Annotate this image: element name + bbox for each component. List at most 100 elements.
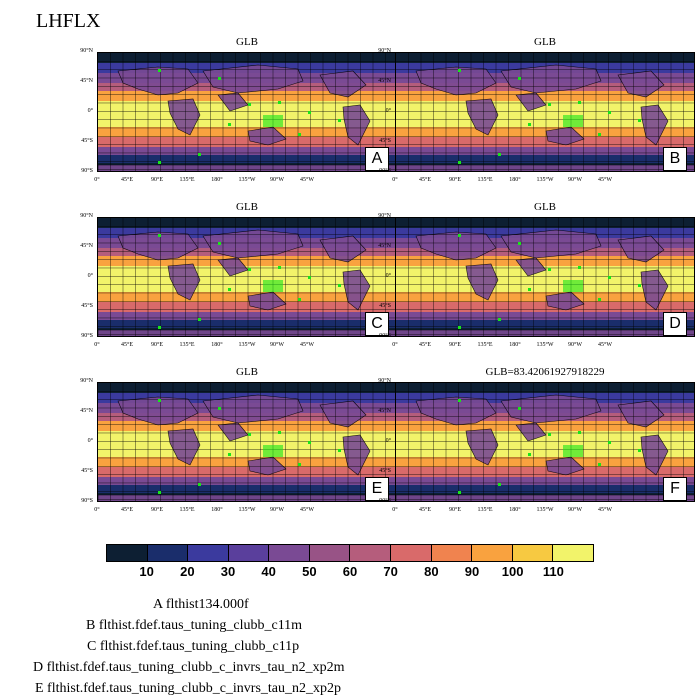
lat-tick-label: 90°N (378, 213, 391, 219)
lon-tick-label: 135°E (179, 342, 195, 348)
colorbar-tick-label: 30 (220, 564, 236, 579)
colorbar-swatch (107, 545, 148, 561)
lat-tick-label: 0° (385, 438, 391, 444)
map-panel-f: GLB=83.42061927918229 F 90°N 45°N 0° 45°S 90… (378, 366, 695, 532)
map-plot (395, 217, 695, 337)
lon-tick-label: 135°W (238, 507, 256, 513)
lat-tick-label: 90°S (379, 498, 391, 504)
colorbar-swatch (309, 545, 351, 561)
lon-tick-label: 45°E (120, 342, 134, 348)
lon-tick-label: 135°E (477, 177, 493, 183)
lon-tick-label: 180° (211, 342, 223, 348)
lon-tick-label: 90°E (150, 342, 164, 348)
legend-line-e: E flthist.fdef.taus_tuning_clubb_c_invrs… (35, 681, 342, 696)
lat-tick-label: 90°S (379, 168, 391, 174)
legend-line-a: A flthist134.000f (153, 597, 249, 612)
map-panel-d: GLB D 90°N 45°N 0° 45°S 90°S 0° 45°E 90°E 135°E 1… (378, 201, 695, 367)
lat-tick-label: 0° (87, 108, 93, 114)
lon-tick-label: 135°W (536, 507, 554, 513)
lon-tick-label: 0° (392, 342, 398, 348)
lon-tick-label: 135°W (536, 342, 554, 348)
lat-tick-label: 45°N (378, 408, 391, 414)
lat-tick-label: 45°S (379, 303, 391, 309)
colorbar-swatch (512, 545, 554, 561)
map-plot (395, 382, 695, 502)
panel-title: GLB (236, 366, 258, 378)
lat-tick-label: 45°S (379, 468, 391, 474)
colorbar-tick-label: 70 (383, 564, 398, 579)
figure-title: LHFLX (36, 10, 101, 32)
colorbar-tick-label: 60 (342, 564, 358, 579)
lon-tick-label: 90°E (150, 177, 164, 183)
lon-tick-label: 180° (211, 177, 223, 183)
lat-tick-label: 0° (87, 273, 93, 279)
colorbar-swatch (228, 545, 270, 561)
lon-tick-label: 90°W (567, 507, 583, 513)
lat-tick-label: 45°N (378, 78, 391, 84)
lon-tick-label: 45°E (418, 507, 432, 513)
panel-title: GLB (236, 36, 258, 48)
lon-tick-label: 45°W (299, 507, 315, 513)
lon-tick-label: 0° (392, 177, 398, 183)
colorbar-swatch (147, 545, 189, 561)
lat-tick-label: 45°N (80, 408, 93, 414)
lat-tick-label: 45°S (81, 303, 93, 309)
lon-tick-label: 90°E (150, 507, 164, 513)
legend-line-c: C flthist.fdef.taus_tuning_clubb_c11p (87, 639, 300, 654)
panel-title: GLB (534, 36, 556, 48)
lon-tick-label: 90°W (567, 342, 583, 348)
lon-tick-label: 45°E (418, 177, 432, 183)
lon-tick-label: 135°E (477, 507, 493, 513)
lat-tick-label: 90°S (81, 333, 93, 339)
colorbar-tick-label: 50 (302, 564, 317, 579)
lon-tick-label: 180° (509, 507, 521, 513)
panel-letter: B (663, 147, 687, 171)
lat-tick-label: 45°N (80, 243, 93, 249)
lat-tick-label: 45°N (378, 243, 391, 249)
lon-tick-label: 45°E (120, 177, 134, 183)
lon-tick-label: 135°W (238, 342, 256, 348)
lon-tick-label: 45°W (299, 342, 315, 348)
lat-tick-label: 90°N (80, 378, 93, 384)
colorbar-tick-label: 90 (464, 564, 480, 579)
colorbar-swatch (391, 545, 432, 561)
lon-tick-label: 0° (94, 177, 100, 183)
colorbar-tick-label: 80 (424, 564, 439, 579)
panel-letter: D (663, 312, 687, 336)
lat-tick-label: 90°N (378, 48, 391, 54)
colorbar-swatch (472, 545, 513, 561)
lon-tick-label: 45°W (597, 507, 613, 513)
lon-tick-label: 135°E (477, 342, 493, 348)
lat-tick-label: 0° (385, 108, 391, 114)
lat-tick-label: 90°N (378, 378, 391, 384)
map-plot (97, 52, 397, 172)
lon-tick-label: 135°E (179, 507, 195, 513)
lon-tick-label: 45°E (120, 507, 134, 513)
colorbar-tick-label: 40 (261, 564, 276, 579)
lon-tick-label: 90°W (269, 342, 285, 348)
lat-tick-label: 90°S (379, 333, 391, 339)
colorbar-tick-label: 110 (542, 564, 564, 579)
lat-tick-label: 45°S (81, 468, 93, 474)
colorbar-tick-label: 20 (180, 564, 195, 579)
colorbar-swatch (431, 545, 473, 561)
lat-tick-label: 45°S (379, 138, 391, 144)
lat-tick-label: 90°S (81, 498, 93, 504)
lon-tick-label: 45°W (299, 177, 315, 183)
lon-tick-label: 90°E (448, 177, 462, 183)
colorbar-swatch (188, 545, 229, 561)
colorbar-labels: 10 20 30 40 50 60 70 80 90 100 110 (106, 564, 594, 580)
lon-tick-label: 45°W (597, 177, 613, 183)
lat-tick-label: 90°N (80, 213, 93, 219)
colorbar-swatch (269, 545, 310, 561)
map-panel-a: GLB A 90°N 45°N 0° 45°S 90°S 0° 45°E 90°E 135°E 1… (80, 36, 397, 202)
lat-tick-label: 90°S (81, 168, 93, 174)
lon-tick-label: 0° (94, 507, 100, 513)
lon-tick-label: 90°W (269, 177, 285, 183)
lon-tick-label: 180° (509, 342, 521, 348)
lat-tick-label: 45°N (80, 78, 93, 84)
lon-tick-label: 90°W (567, 177, 583, 183)
panel-letter: F (663, 477, 687, 501)
map-plot (97, 382, 397, 502)
lon-tick-label: 135°E (179, 177, 195, 183)
